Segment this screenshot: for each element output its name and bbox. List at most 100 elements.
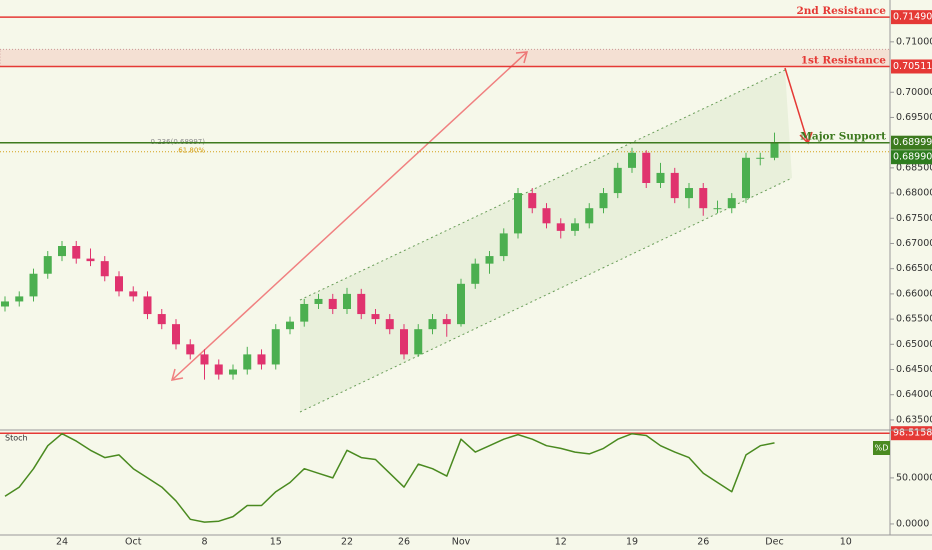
price-tag (891, 59, 932, 74)
candle-body (58, 246, 66, 257)
y-tick-label: 0.69500 (896, 112, 932, 123)
price-tag (891, 135, 932, 150)
candle-body (86, 258, 95, 262)
candle-body (271, 329, 280, 365)
drawings (170, 51, 813, 413)
candle-body (115, 276, 123, 292)
y-tick-label: 0.65000 (896, 339, 932, 350)
y-tick-label: 0.64500 (896, 364, 932, 375)
candle-body (713, 208, 722, 210)
candle-body (129, 291, 138, 297)
level-name: Major Support (800, 131, 886, 143)
candle-body (100, 261, 109, 277)
x-tick-label: 12 (555, 537, 567, 548)
arrow-head (170, 368, 184, 381)
price-tag-label: 0.68999 (893, 137, 932, 148)
candle-body (599, 193, 608, 209)
candle-body (371, 314, 380, 320)
candle-body (314, 298, 323, 304)
x-tick-label: 26 (398, 537, 410, 548)
price-tag-label: 98.5158 (893, 428, 932, 439)
candle-body (571, 223, 579, 231)
candle-body (72, 246, 81, 259)
candle-body (328, 298, 337, 310)
y-tick-label: 0.65500 (896, 314, 932, 325)
candle-body (1, 301, 9, 307)
y-tick-label: 0.0000 (896, 518, 929, 529)
candle-body (442, 319, 451, 325)
candle-body (756, 157, 765, 159)
last-price-label: 0.68990 (893, 152, 932, 163)
candle-body (229, 369, 237, 375)
arrow-head (515, 51, 529, 64)
candle-body (186, 344, 195, 355)
resistance-zone (0, 48, 891, 67)
target-arrow (784, 67, 809, 144)
fib-label: 61.80% (178, 147, 205, 155)
candle-body (172, 324, 180, 345)
marks: 0.236(0.68997)61.80% 0.63500 0.64000 0.6450… (0, 5, 932, 548)
candle-body (214, 364, 223, 375)
level-name: 1st Resistance (801, 54, 887, 66)
x-tick-label: 8 (201, 537, 207, 548)
candle-body (485, 256, 494, 264)
price-tag-label: 0.70511 (893, 61, 932, 72)
candle-body (385, 319, 394, 330)
candle-body (727, 198, 736, 209)
x-tick-label: Dec (765, 537, 783, 548)
y-tick-label: 0.68000 (896, 188, 932, 199)
candle-body (157, 314, 166, 325)
x-tick-label: Oct (125, 537, 142, 548)
channel-fill (300, 70, 792, 412)
candle-body (143, 296, 152, 315)
channel-lower (299, 177, 793, 413)
candle-body (343, 293, 351, 310)
x-tick-label: 22 (341, 537, 353, 548)
x-tick-label: 26 (697, 537, 709, 548)
candle-body (628, 152, 636, 168)
y-tick-label: 0.63500 (896, 414, 932, 425)
candle-body (200, 354, 209, 365)
candle-body (43, 256, 52, 274)
x-tick-label: 19 (626, 537, 638, 548)
y-tick-label: 0.70000 (896, 87, 932, 98)
candle-body (243, 354, 252, 370)
candle-body (585, 208, 594, 224)
price-tag (891, 10, 932, 25)
series-badge (873, 441, 890, 455)
stoch-line (4, 432, 775, 523)
candle-body (499, 233, 508, 257)
candle-body (699, 188, 708, 209)
candle-body (15, 296, 24, 302)
indicator-title: Stoch (5, 434, 28, 443)
candle-body (528, 193, 537, 209)
last-price-tag (891, 150, 932, 165)
candle-body (642, 152, 651, 183)
candle-body (770, 143, 779, 158)
candle-body (542, 208, 551, 224)
y-tick-label: 0.66000 (896, 288, 932, 299)
y-tick-label: 50.0000 (896, 472, 932, 483)
x-tick-label: Nov (452, 537, 471, 548)
candle-body (556, 223, 565, 231)
candle-body (300, 303, 309, 322)
move-arrow (171, 51, 528, 381)
y-tick-label: 0.71000 (896, 36, 932, 47)
candle-body (357, 293, 366, 315)
candle-body (670, 172, 679, 199)
y-tick-label: 0.66500 (896, 263, 932, 274)
y-tick-label: 0.67500 (896, 213, 932, 224)
x-tick-label: 10 (840, 537, 852, 548)
candle-body (656, 172, 665, 183)
candle-body (414, 329, 423, 355)
price-tag-label: 0.71490 (893, 12, 932, 23)
y-tick-label: 0.67000 (896, 238, 932, 249)
fib-label: 0.236(0.68997) (151, 138, 206, 146)
candle-body (742, 157, 750, 199)
candle-body (457, 283, 465, 325)
candle-body (29, 273, 38, 297)
candle-body (400, 329, 408, 355)
series-name: %D (875, 444, 889, 453)
